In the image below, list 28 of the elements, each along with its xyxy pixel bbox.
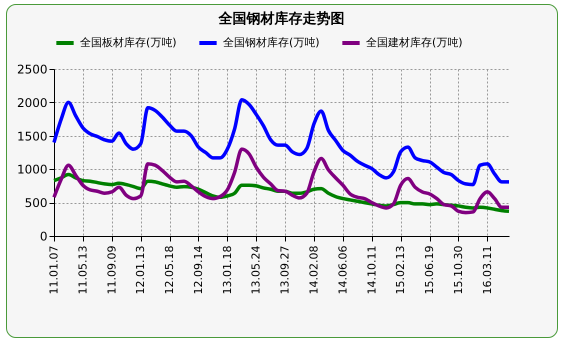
y-tick-label: 0 [40,230,48,244]
chart-title: 全国钢材库存走势图 [218,10,344,27]
x-tick-label: 14.06.06 [336,246,350,294]
legend-label: 全国板材库存(万吨) [80,36,177,49]
x-tick-label: 15.10.30 [452,246,465,294]
x-tick-label: 15.02.13 [394,246,408,294]
x-tick-label: 13.09.27 [278,246,292,294]
x-tick-label: 12.09.14 [192,246,205,294]
x-tick-label: 11.09.09 [105,246,118,294]
y-tick-label: 2000 [16,96,48,110]
x-tick-label: 12.01.13 [134,246,148,294]
x-tick-label: 11.05.13 [76,246,90,294]
x-tick-label: 12.05.18 [163,246,176,294]
x-tick-label: 16.03.11 [480,246,494,294]
y-tick-label: 2500 [16,62,48,76]
line-series [52,98,511,186]
x-tick-label: 13.01.18 [220,246,234,294]
y-tick-label: 500 [24,196,48,210]
x-tick-label: 14.02.08 [308,246,320,294]
x-tick-label: 14.10.11 [365,246,378,294]
line-series [52,147,511,214]
x-tick-label: 11.01.07 [48,246,60,294]
x-tick-label: 15.06.19 [423,246,436,294]
x-tick-label: 13.05.24 [250,246,263,294]
y-tick-label: 1500 [16,129,48,144]
y-tick-label: 1000 [16,162,48,177]
legend-label: 全国钢材库存(万吨) [223,36,320,49]
legend-label: 全国建材库存(万吨) [366,36,463,49]
